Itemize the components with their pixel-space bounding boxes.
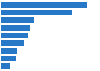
Bar	[1, 2, 87, 8]
Bar	[1, 40, 24, 46]
Bar	[1, 63, 10, 69]
Bar	[1, 56, 16, 61]
Bar	[1, 10, 72, 15]
Bar	[1, 25, 30, 31]
Bar	[1, 33, 28, 38]
Bar	[1, 17, 34, 23]
Bar	[1, 48, 17, 54]
